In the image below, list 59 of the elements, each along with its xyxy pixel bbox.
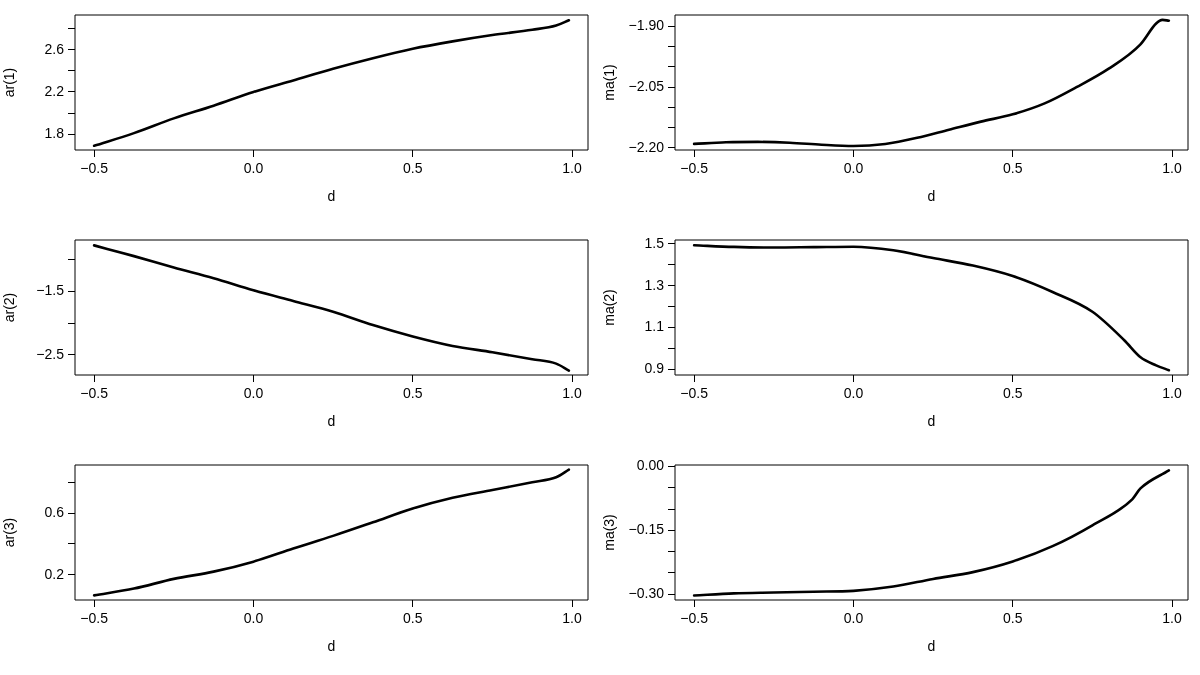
- x-axis-title: d: [927, 188, 936, 205]
- y-axis-title: ar(3): [1, 517, 18, 548]
- x-tick-label: 0.5: [403, 610, 423, 627]
- y-tick-label: 2.2: [44, 82, 65, 99]
- x-tick-label: −0.5: [680, 385, 709, 402]
- line-series: [692, 18, 1171, 148]
- line-series: [92, 18, 571, 148]
- x-tick-label: −0.5: [80, 385, 109, 402]
- y-tick-label: −1.90: [628, 17, 665, 34]
- x-tick-label: 0.0: [843, 160, 864, 177]
- y-tick-label: 1.1: [644, 318, 665, 335]
- y-tick-label: 0.9: [644, 360, 665, 377]
- x-tick-label: −0.5: [680, 610, 709, 627]
- y-tick-label: 0.2: [44, 565, 65, 582]
- line-series: [692, 469, 1171, 597]
- y-tick-label: 1.3: [644, 276, 665, 293]
- y-tick-label: −2.05: [628, 78, 665, 95]
- y-tick-label: −0.30: [628, 585, 665, 602]
- y-axis-title: ar(2): [1, 292, 18, 323]
- x-tick-label: −0.5: [80, 160, 109, 177]
- x-tick-label: 0.0: [243, 160, 264, 177]
- x-tick-label: −0.5: [80, 610, 109, 627]
- x-axis-title: d: [327, 638, 336, 655]
- x-tick-label: 0.5: [403, 160, 423, 177]
- x-tick-label: 0.5: [403, 385, 423, 402]
- x-tick-label: −0.5: [680, 160, 709, 177]
- line-series: [92, 244, 571, 372]
- x-tick-label: 1.0: [1162, 610, 1183, 627]
- x-tick-label: 0.5: [1003, 385, 1023, 402]
- y-tick-label: 0.6: [44, 503, 65, 520]
- y-tick-label: 1.8: [44, 125, 65, 142]
- x-tick-label: 0.5: [1003, 610, 1023, 627]
- y-tick-label: −0.15: [628, 521, 665, 538]
- line-series: [92, 468, 571, 597]
- y-axis-title: ar(1): [1, 67, 18, 98]
- x-tick-label: 1.0: [562, 610, 583, 627]
- y-tick-label: 0.00: [636, 457, 665, 474]
- x-axis-title: d: [327, 413, 336, 430]
- y-axis-title: ma(1): [601, 64, 618, 101]
- line-series: [692, 243, 1171, 372]
- x-tick-label: 1.0: [562, 385, 583, 402]
- x-tick-label: 1.0: [562, 160, 583, 177]
- y-axis-title: ma(3): [601, 514, 618, 551]
- y-tick-label: 2.6: [44, 40, 65, 57]
- x-tick-label: 0.0: [243, 385, 264, 402]
- x-axis-title: d: [327, 188, 336, 205]
- y-axis-title: ma(2): [601, 289, 618, 326]
- y-tick-label: −2.20: [628, 138, 665, 155]
- x-tick-label: 0.0: [843, 610, 864, 627]
- x-axis-title: d: [927, 638, 936, 655]
- x-tick-label: 1.0: [1162, 385, 1183, 402]
- x-tick-label: 0.0: [243, 610, 264, 627]
- y-tick-label: −1.5: [36, 282, 65, 299]
- x-tick-label: 0.0: [843, 385, 864, 402]
- y-tick-label: 1.5: [644, 234, 665, 251]
- y-tick-label: −2.5: [36, 345, 65, 362]
- x-tick-label: 0.5: [1003, 160, 1023, 177]
- x-axis-title: d: [927, 413, 936, 430]
- x-tick-label: 1.0: [1162, 160, 1183, 177]
